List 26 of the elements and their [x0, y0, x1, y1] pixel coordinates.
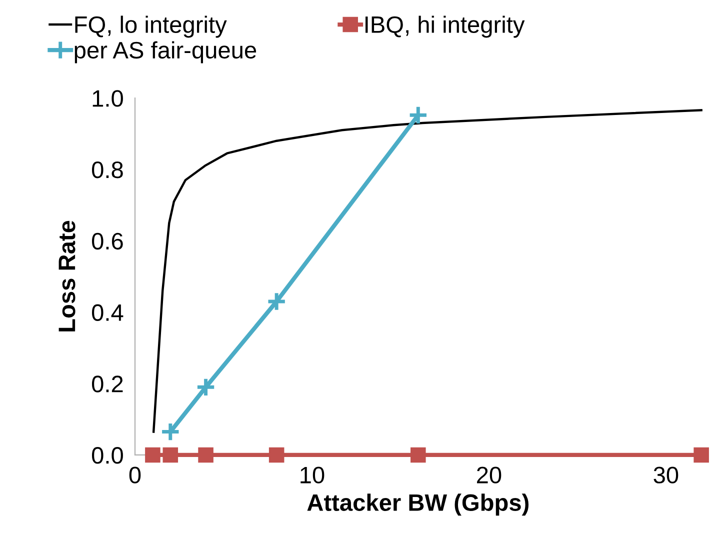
legend-label: per AS fair-queue	[74, 41, 256, 64]
line-series	[152, 109, 702, 433]
point	[266, 291, 287, 312]
x-axis-title: Attacker BW (Gbps)	[307, 494, 528, 516]
y-tick-label: 0.6	[92, 232, 123, 250]
y-tick-label: 0.4	[92, 304, 124, 321]
point	[408, 105, 428, 126]
y-tick-label: 0.8	[92, 161, 123, 178]
point	[145, 447, 160, 463]
point	[160, 422, 180, 442]
y-tick-label: 1.0	[92, 90, 123, 107]
y-tick-label: 0.0	[92, 447, 123, 464]
point	[694, 447, 709, 463]
y-tick-label: 0.2	[92, 376, 123, 392]
y-axis-title: Loss Rate	[58, 220, 76, 332]
point	[268, 447, 284, 463]
point	[198, 447, 214, 463]
x-tick-label: 30	[654, 466, 678, 484]
legend-label: FQ, lo integrity	[75, 16, 227, 38]
x-tick-label: 0	[129, 466, 141, 484]
point	[162, 447, 178, 463]
x-tick-label: 10	[300, 466, 324, 484]
point	[410, 447, 426, 463]
x-tick-label: 20	[477, 466, 502, 484]
point	[196, 377, 216, 398]
legend-label: IBQ, hi integrity	[366, 16, 525, 38]
